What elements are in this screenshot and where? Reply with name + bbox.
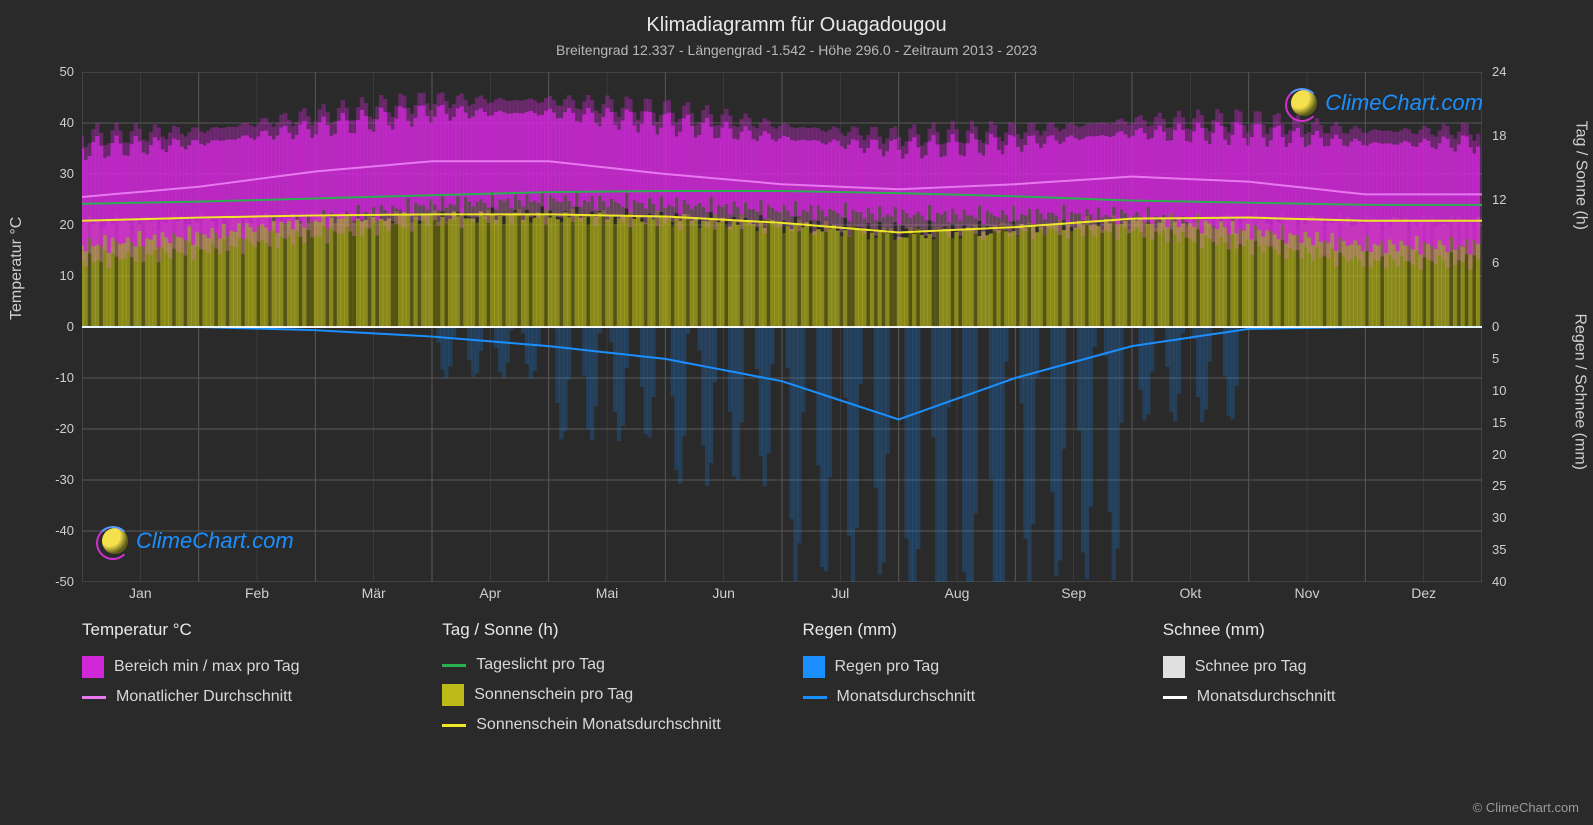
legend-label: Monatsdurchschnitt: [1197, 688, 1336, 706]
legend-label: Monatlicher Durchschnitt: [116, 688, 292, 706]
x-tick: Apr: [479, 585, 501, 601]
x-tick: Feb: [245, 585, 269, 601]
legend-column: Regen (mm) Regen pro Tag Monatsdurchschnit…: [803, 620, 1153, 734]
y-left-tick: 20: [60, 217, 74, 232]
y-right-top-tick: 12: [1492, 192, 1506, 207]
legend-item: Tageslicht pro Tag: [442, 656, 792, 674]
x-tick: Okt: [1179, 585, 1201, 601]
legend-line-icon: [442, 664, 466, 667]
legend-item: Sonnenschein pro Tag: [442, 684, 792, 706]
legend-item: Monatsdurchschnitt: [1163, 688, 1513, 706]
y-left-tick: -50: [55, 574, 74, 589]
legend-label: Sonnenschein Monatsdurchschnitt: [476, 716, 721, 734]
legend-item: Schnee pro Tag: [1163, 656, 1513, 678]
y-right-bottom-tick: 5: [1492, 351, 1499, 366]
y-right-top-tick: 0: [1492, 319, 1499, 334]
legend-line-icon: [442, 724, 466, 727]
y-left-tick: -10: [55, 370, 74, 385]
legend-line-icon: [1163, 696, 1187, 699]
legend-item: Bereich min / max pro Tag: [82, 656, 432, 678]
x-tick: Nov: [1295, 585, 1320, 601]
legend-item: Regen pro Tag: [803, 656, 1153, 678]
brand-logo-top: ClimeChart.com: [1291, 90, 1483, 116]
ring-icon: [96, 526, 130, 560]
copyright: © ClimeChart.com: [1473, 800, 1579, 815]
x-tick: Aug: [945, 585, 970, 601]
legend-line-icon: [82, 696, 106, 699]
legend-swatch-icon: [1163, 656, 1185, 678]
y-left-tick: 40: [60, 115, 74, 130]
y-left-tick: -40: [55, 523, 74, 538]
legend-column: Schnee (mm) Schnee pro Tag Monatsdurchschn…: [1163, 620, 1513, 734]
y-left-tick: -20: [55, 421, 74, 436]
y-right-bottom-tick: 10: [1492, 383, 1506, 398]
legend-item: Sonnenschein Monatsdurchschnitt: [442, 716, 792, 734]
x-tick: Dez: [1411, 585, 1436, 601]
legend-header: Tag / Sonne (h): [442, 620, 792, 640]
globe-icon: [102, 528, 128, 554]
y-axis-right-bottom-label: Regen / Schnee (mm): [1571, 313, 1589, 470]
x-tick: Mär: [362, 585, 386, 601]
legend-header: Schnee (mm): [1163, 620, 1513, 640]
legend-label: Bereich min / max pro Tag: [114, 658, 300, 676]
legend: Temperatur °C Bereich min / max pro Tag Mo…: [82, 620, 1513, 734]
legend-column: Tag / Sonne (h) Tageslicht pro Tag Sonnens…: [442, 620, 792, 734]
y-right-bottom-tick: 40: [1492, 574, 1506, 589]
y-right-bottom-tick: 20: [1492, 447, 1506, 462]
y-right-bottom-tick: 35: [1492, 542, 1506, 557]
legend-swatch-icon: [803, 656, 825, 678]
chart-plot-area: [82, 72, 1482, 582]
y-left-tick: -30: [55, 472, 74, 487]
globe-icon: [1291, 90, 1317, 116]
brand-text: ClimeChart.com: [1325, 90, 1483, 116]
y-right-bottom-tick: 15: [1492, 415, 1506, 430]
y-left-tick: 10: [60, 268, 74, 283]
chart-title: Klimadiagramm für Ouagadougou: [0, 14, 1593, 37]
legend-swatch-icon: [442, 684, 464, 706]
y-right-top-tick: 18: [1492, 128, 1506, 143]
brand-text: ClimeChart.com: [136, 528, 294, 554]
y-left-tick: 30: [60, 166, 74, 181]
x-tick: Mai: [596, 585, 619, 601]
legend-label: Regen pro Tag: [835, 658, 940, 676]
y-right-top-tick: 6: [1492, 255, 1499, 270]
y-left-tick: 0: [67, 319, 74, 334]
x-tick: Jun: [712, 585, 735, 601]
legend-label: Monatsdurchschnitt: [837, 688, 976, 706]
y-right-top-tick: 24: [1492, 64, 1506, 79]
climate-chart-container: Klimadiagramm für Ouagadougou Breitengra…: [0, 0, 1593, 825]
brand-logo-bottom: ClimeChart.com: [102, 528, 294, 554]
legend-column: Temperatur °C Bereich min / max pro Tag Mo…: [82, 620, 432, 734]
legend-label: Schnee pro Tag: [1195, 658, 1307, 676]
legend-header: Temperatur °C: [82, 620, 432, 640]
x-tick: Sep: [1061, 585, 1086, 601]
legend-label: Sonnenschein pro Tag: [474, 686, 633, 704]
y-left-tick: 50: [60, 64, 74, 79]
legend-item: Monatlicher Durchschnitt: [82, 688, 432, 706]
y-right-bottom-tick: 25: [1492, 478, 1506, 493]
x-tick: Jul: [831, 585, 849, 601]
chart-svg: [82, 72, 1482, 582]
legend-header: Regen (mm): [803, 620, 1153, 640]
y-axis-right-top-label: Tag / Sonne (h): [1571, 121, 1589, 230]
x-tick: Jan: [129, 585, 152, 601]
legend-item: Monatsdurchschnitt: [803, 688, 1153, 706]
legend-label: Tageslicht pro Tag: [476, 656, 605, 674]
y-right-bottom-tick: 30: [1492, 510, 1506, 525]
legend-line-icon: [803, 696, 827, 699]
y-axis-left-label: Temperatur °C: [8, 217, 26, 320]
chart-subtitle: Breitengrad 12.337 - Längengrad -1.542 -…: [0, 42, 1593, 58]
legend-swatch-icon: [82, 656, 104, 678]
